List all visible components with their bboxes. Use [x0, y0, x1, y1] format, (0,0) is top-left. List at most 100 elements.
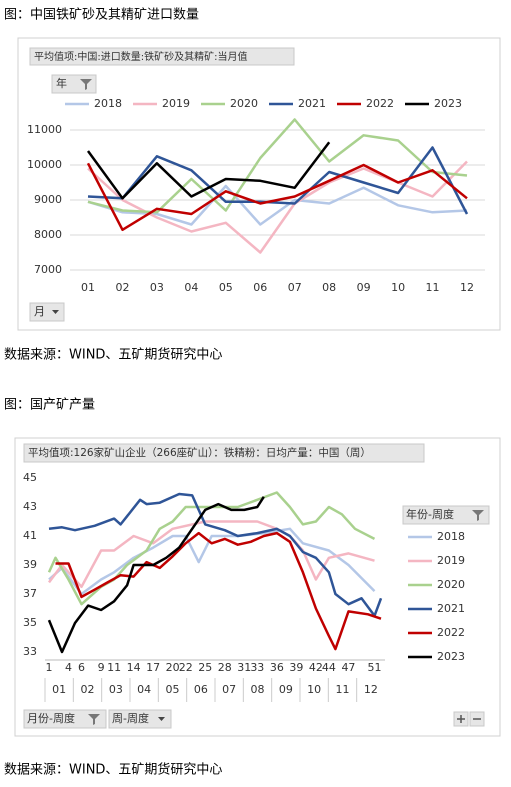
x-tick-label: 08 [322, 281, 336, 294]
filter-icon [472, 510, 484, 521]
filter-button-label: 年 [56, 76, 67, 90]
month-label: 09 [279, 683, 293, 696]
month-label: 02 [81, 683, 95, 696]
legend-label: 2020 [230, 97, 258, 110]
x-tick-label: 11 [426, 281, 440, 294]
pivot-label: 平均值项:126家矿山企业（266座矿山）：铁精粉：日均产量：中国（周） [28, 446, 371, 459]
y-tick-label: 41 [23, 529, 37, 542]
y-tick-label: 37 [23, 587, 37, 600]
x-tick-label: 33 [250, 661, 264, 674]
legend-label: 2018 [94, 97, 122, 110]
x-tick-label: 03 [150, 281, 164, 294]
plus-icon [457, 715, 465, 723]
x-tick-label: 51 [367, 661, 381, 674]
x-tick-label: 6 [78, 661, 85, 674]
legend-label: 2018 [437, 530, 465, 543]
week-button[interactable] [108, 709, 172, 729]
x-tick-label: 44 [322, 661, 336, 674]
x-tick-label: 12 [460, 281, 474, 294]
pivot-label-box [29, 47, 295, 66]
x-tick-label: 31 [237, 661, 251, 674]
legend-label: 2023 [434, 97, 462, 110]
series-line [55, 531, 382, 651]
dropdown-icon [52, 310, 59, 314]
y-tick-label: 39 [23, 558, 37, 571]
month-label: 11 [336, 683, 350, 696]
month-label: 06 [194, 683, 208, 696]
series-line [48, 527, 376, 596]
series-line [47, 496, 265, 654]
x-tick-label: 25 [198, 661, 212, 674]
x-tick-label: 39 [289, 661, 303, 674]
pivot-label: 平均值项:中国:进口数量:铁矿砂及其精矿:当月值 [34, 50, 247, 63]
legend-label: 2022 [437, 626, 465, 639]
x-tick-label: 1 [46, 661, 53, 674]
x-tick-label: 17 [146, 661, 160, 674]
x-tick-label: 02 [115, 281, 129, 294]
month-label: 07 [222, 683, 236, 696]
month-label: 04 [137, 683, 151, 696]
month-label: 12 [364, 683, 378, 696]
legend-label: 2021 [437, 602, 465, 615]
legend-label: 2021 [298, 97, 326, 110]
y-tick-label: 33 [23, 645, 37, 658]
chart-frame [14, 437, 501, 737]
x-tick-label: 14 [127, 661, 141, 674]
figure-title: 图：国产矿产量 [4, 398, 95, 413]
y-tick-label: 8000 [34, 228, 62, 241]
x-tick-label: 06 [253, 281, 267, 294]
x-tick-label: 01 [81, 281, 95, 294]
legend-label: 2020 [437, 578, 465, 591]
month-label: 05 [166, 683, 180, 696]
x-tick-label: 22 [179, 661, 193, 674]
y-tick-label: 11000 [27, 123, 62, 136]
x-tick-label: 42 [309, 661, 323, 674]
x-tick-label: 36 [270, 661, 284, 674]
axis-button[interactable] [29, 302, 65, 322]
legend-label: 2019 [162, 97, 190, 110]
x-tick-label: 09 [357, 281, 371, 294]
series-line [86, 162, 468, 232]
y-tick-label: 10000 [27, 158, 62, 171]
legend-label: 2019 [437, 554, 465, 567]
x-tick-label: 4 [65, 661, 72, 674]
source-note: 数据来源：WIND、五矿期货研究中心 [4, 762, 222, 778]
button-label: 周-周度 [112, 711, 149, 725]
series-line [47, 491, 376, 606]
month-label: 10 [307, 683, 321, 696]
source-note: 数据来源：WIND、五矿期货研究中心 [4, 347, 222, 363]
y-tick-label: 35 [23, 616, 37, 629]
series-line [48, 492, 383, 618]
month-label: 01 [52, 683, 66, 696]
month-label: 08 [251, 683, 265, 696]
legend-title: 年份-周度 [406, 507, 454, 521]
legend-label: 2022 [366, 97, 394, 110]
x-tick-label: 47 [341, 661, 355, 674]
y-tick-label: 43 [23, 500, 37, 513]
figure-title: 图：中国铁矿砂及其精矿进口数量 [4, 8, 199, 23]
month-week-button[interactable] [23, 709, 107, 729]
series-line [87, 146, 469, 215]
series-line [86, 141, 331, 200]
x-tick-label: 9 [98, 661, 105, 674]
x-tick-label: 04 [184, 281, 198, 294]
x-tick-label: 28 [218, 661, 232, 674]
pivot-label-box [23, 443, 425, 463]
axis-button-label: 月 [34, 305, 45, 318]
button-label: 月份-周度 [27, 711, 75, 725]
y-tick-label: 45 [23, 471, 37, 484]
x-tick-label: 07 [288, 281, 302, 294]
y-tick-label: 9000 [34, 193, 62, 206]
y-tick-label: 7000 [34, 263, 62, 276]
legend-label: 2023 [437, 650, 465, 663]
x-tick-label: 20 [166, 661, 180, 674]
legend-title-box[interactable] [402, 505, 490, 525]
dropdown-icon [158, 717, 165, 721]
filter-icon [80, 79, 92, 90]
x-tick-label: 05 [219, 281, 233, 294]
x-tick-label: 10 [391, 281, 405, 294]
x-tick-label: 11 [107, 661, 121, 674]
month-label: 03 [109, 683, 123, 696]
filter-icon [88, 714, 100, 725]
